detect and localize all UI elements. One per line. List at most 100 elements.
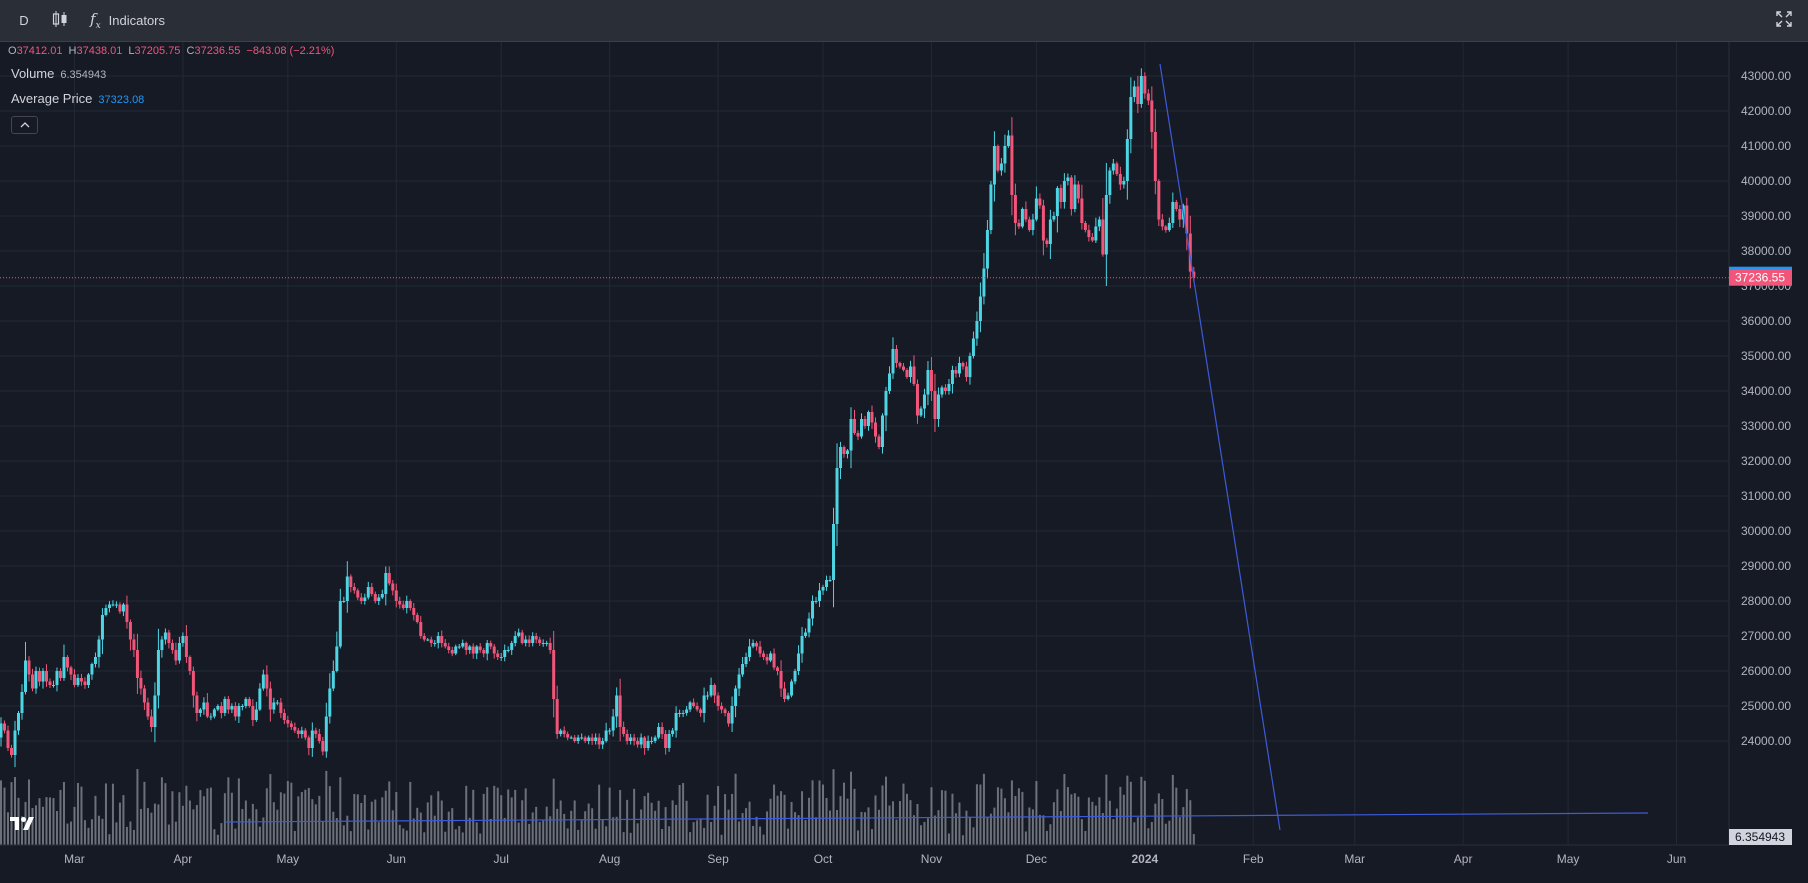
volume-bar — [325, 770, 328, 845]
candle-body — [650, 741, 654, 742]
ohlc-legend: O37412.01 H37438.01 L37205.75 C37236.55 … — [8, 44, 334, 58]
candle-body — [734, 688, 738, 706]
volume-bar — [923, 821, 926, 845]
candle-body — [720, 706, 724, 710]
volume-bar — [244, 800, 247, 845]
candle-body — [492, 646, 496, 654]
candle-body — [1171, 202, 1175, 223]
candle-body — [1010, 135, 1014, 195]
volume-badge-label: 6.354943 — [1735, 830, 1785, 844]
volume-bar — [1045, 830, 1048, 845]
volume-bar — [465, 785, 468, 845]
collapse-legend-button[interactable] — [11, 116, 38, 134]
candle-body — [978, 296, 982, 321]
candle-body — [181, 636, 185, 643]
candle-body — [265, 674, 269, 689]
volume-bar — [790, 801, 793, 845]
volume-bar — [937, 810, 940, 845]
volume-bar — [517, 822, 520, 845]
interval-button[interactable]: D — [14, 0, 34, 42]
close-key: C — [186, 45, 195, 57]
price-tick-label: 33000.00 — [1741, 419, 1791, 433]
volume-bar — [1094, 805, 1097, 845]
volume-bar — [836, 810, 839, 845]
candle-body — [202, 702, 206, 710]
price-tick-label: 41000.00 — [1741, 139, 1791, 153]
volume-bar — [489, 818, 492, 845]
volume-bar — [692, 822, 695, 845]
candle-body — [184, 636, 188, 657]
volume-bar — [636, 823, 639, 845]
candle-body — [359, 597, 363, 601]
volume-bar — [293, 830, 296, 845]
volume-bar — [192, 809, 195, 845]
indicators-button[interactable]: fx Indicators — [90, 0, 165, 42]
candle-body — [828, 580, 832, 581]
volume-bar — [62, 781, 65, 845]
candle-body — [503, 650, 507, 657]
candle-body — [345, 576, 349, 601]
candle-body — [1080, 198, 1084, 223]
candle-body — [177, 643, 181, 661]
volume-bar — [94, 795, 97, 845]
change-value: −843.08 (−2.21%) — [246, 45, 335, 57]
candle-body — [342, 601, 346, 602]
volume-bar — [968, 816, 971, 845]
volume-bar — [916, 804, 919, 845]
candle-body — [65, 657, 69, 668]
tradingview-logo[interactable] — [8, 812, 40, 834]
volume-bar — [237, 778, 240, 845]
volume-bar — [1192, 834, 1195, 845]
volume-bar — [45, 797, 48, 845]
volume-bar — [55, 811, 58, 845]
candle-body — [608, 730, 612, 732]
volume-bar — [69, 821, 72, 845]
candle-body — [999, 163, 1003, 171]
candle-body — [443, 643, 447, 647]
fullscreen-button[interactable] — [1774, 0, 1794, 42]
candle-body — [1136, 86, 1140, 104]
time-tick-label: Feb — [1243, 852, 1264, 866]
candle-body — [86, 674, 90, 685]
volume-bar — [1136, 817, 1139, 845]
volume-bar — [101, 818, 104, 845]
volume-bar — [1101, 813, 1104, 845]
candle-body — [90, 664, 94, 675]
candle-body — [954, 370, 958, 374]
candle-body — [83, 681, 87, 685]
candle-body — [314, 730, 318, 734]
chart-pane[interactable] — [0, 42, 1808, 883]
volume-bar — [73, 806, 76, 845]
volume-bar — [797, 815, 800, 845]
close-value: 37236.55 — [194, 45, 241, 57]
candle-body — [93, 657, 97, 664]
candle-body — [366, 587, 370, 598]
volume-bar — [1129, 781, 1132, 845]
volume-bar — [199, 790, 202, 845]
volume-bar — [314, 804, 317, 845]
volume-bar — [552, 778, 555, 845]
candle-body — [1153, 132, 1157, 181]
candle-body — [1087, 230, 1091, 237]
volume-bar — [912, 815, 915, 845]
volume-bar — [52, 798, 55, 845]
volume-bar — [1171, 774, 1174, 845]
volume-bar — [1028, 807, 1031, 845]
volume-bar — [846, 798, 849, 845]
time-tick-label: Apr — [1454, 852, 1473, 866]
candle-body — [982, 268, 986, 297]
candle-body — [894, 349, 898, 363]
chart-type-button[interactable] — [50, 0, 70, 42]
candle-body — [1041, 205, 1045, 241]
candle-body — [667, 734, 671, 748]
time-tick-label: Dec — [1026, 852, 1047, 866]
candle-body — [950, 370, 954, 384]
volume-bar — [370, 801, 373, 845]
volume-bar — [122, 795, 125, 845]
volume-bar — [685, 800, 688, 845]
volume-bar — [14, 777, 16, 845]
candle-body — [685, 709, 689, 713]
candle-body — [335, 646, 339, 671]
volume-bar — [1003, 798, 1006, 845]
